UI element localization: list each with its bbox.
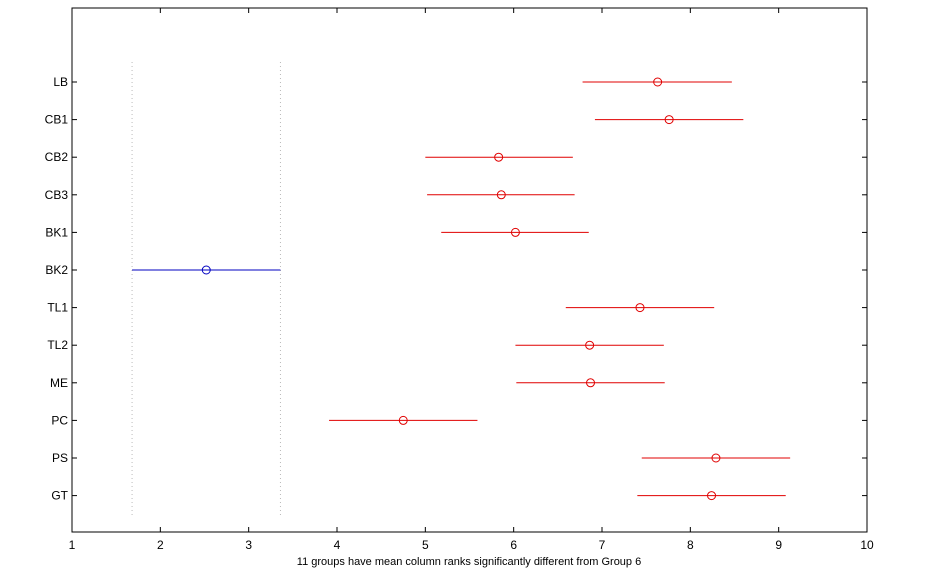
x-tick-label: 2 <box>157 538 164 552</box>
x-axis-label: 11 groups have mean column ranks signifi… <box>297 556 641 568</box>
mean-marker-tl1 <box>635 303 645 313</box>
y-tick-label-me: ME <box>50 376 68 390</box>
x-tick-label: 5 <box>422 538 429 552</box>
mean-marker-pc <box>398 415 408 425</box>
y-axis: LB CB1 CB2 CB3 BK1 BK2 TL1 TL2 ME PC PS GT <box>45 75 867 503</box>
x-tick-label: 4 <box>334 538 341 552</box>
y-tick-label-gt: GT <box>51 489 68 503</box>
x-tick-label: 1 <box>69 538 76 552</box>
mean-marker-cb1 <box>664 115 674 125</box>
x-axis: 1 2 3 4 5 6 7 8 9 10 <box>69 8 874 552</box>
y-tick-label-cb2: CB2 <box>45 150 69 164</box>
y-tick-label-bk2: BK2 <box>45 263 68 277</box>
y-tick-label-lb: LB <box>53 75 68 89</box>
mean-marker-bk2 <box>201 265 211 275</box>
x-tick-label: 9 <box>775 538 782 552</box>
y-tick-label-pc: PC <box>51 413 68 427</box>
x-tick-label: 7 <box>599 538 606 552</box>
mean-marker-cb3 <box>496 190 506 200</box>
y-tick-label-ps: PS <box>52 451 68 465</box>
y-tick-label-tl1: TL1 <box>47 301 68 315</box>
mean-marker-lb <box>653 77 663 87</box>
y-tick-label-bk1: BK1 <box>45 225 68 239</box>
x-tick-label: 8 <box>687 538 694 552</box>
mean-marker-tl2 <box>585 340 595 350</box>
mean-marker-bk1 <box>510 227 520 237</box>
x-tick-label: 3 <box>245 538 252 552</box>
mean-marker-cb2 <box>494 152 504 162</box>
y-tick-label-cb3: CB3 <box>45 188 69 202</box>
y-tick-label-cb1: CB1 <box>45 113 69 127</box>
mean-marker-me <box>586 378 596 388</box>
mean-marker-gt <box>707 491 717 501</box>
group-intervals <box>132 77 791 501</box>
mean-marker-ps <box>711 453 721 463</box>
y-tick-label-tl2: TL2 <box>47 338 68 352</box>
x-tick-label: 6 <box>510 538 517 552</box>
x-tick-label: 10 <box>860 538 874 552</box>
